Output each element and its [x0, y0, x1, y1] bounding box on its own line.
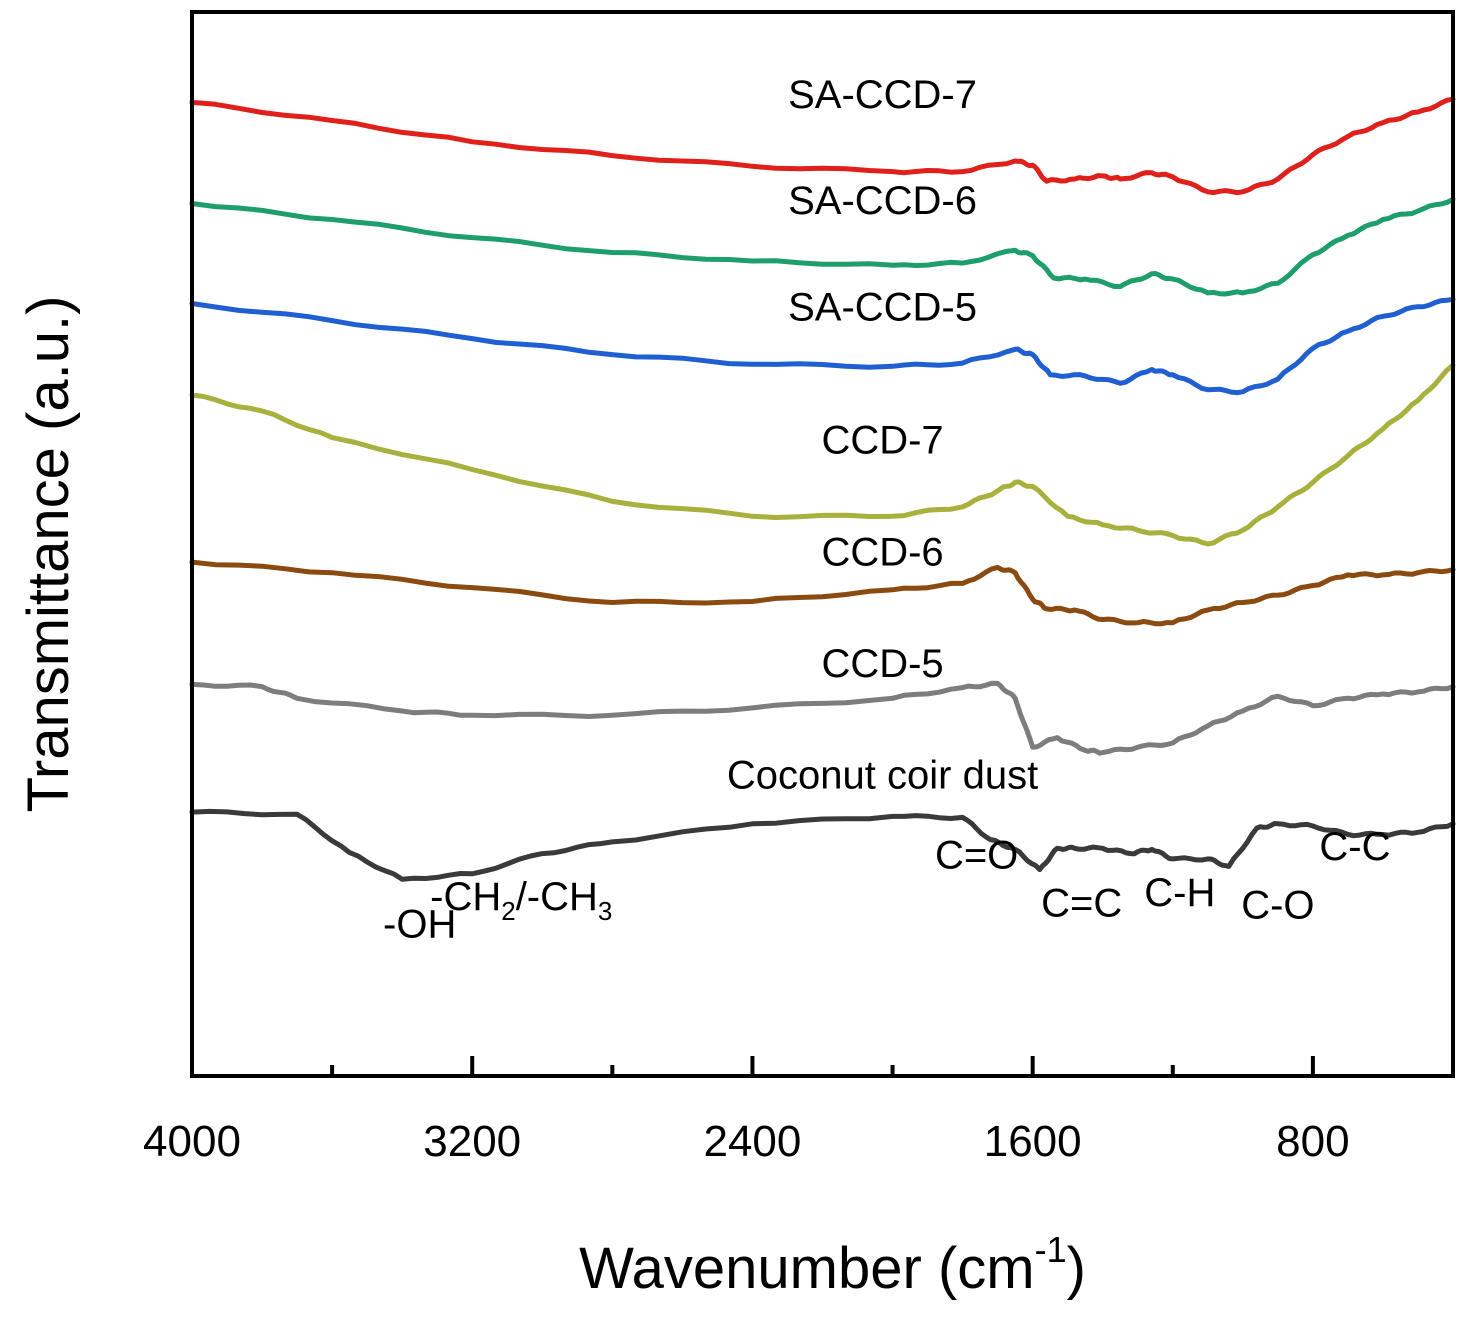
plot-frame — [190, 10, 1455, 1078]
y-axis-label: Transmittance (a.u.) — [16, 296, 81, 813]
series-label: SA-CCD-5 — [788, 286, 977, 330]
x-tick-label: 800 — [1276, 1117, 1349, 1166]
annotation-label: C-C — [1319, 825, 1390, 869]
x-tick-label: 4000 — [143, 1117, 241, 1166]
series-label: CCD-5 — [821, 642, 943, 686]
series-ccd-5 — [189, 680, 1456, 756]
annotation-label: C-O — [1241, 884, 1314, 928]
annotation-ch2-ch3: -CH2/-CH3 — [430, 875, 612, 926]
series-label: CCD-6 — [821, 530, 943, 574]
annotation-label: C-H — [1144, 871, 1215, 915]
x-axis-label: Wavenumber (cm-1) — [579, 1229, 1086, 1301]
x-tick-label: 3200 — [423, 1117, 521, 1166]
series-label: SA-CCD-7 — [788, 73, 977, 117]
series-coconut-coir-dust — [189, 808, 1456, 882]
series-ccd-6 — [189, 559, 1456, 627]
band-annotations: -CH2/-CH3 -OH C=O C=C C-H C-OC-C — [383, 825, 1390, 947]
series-ccd-7 — [189, 362, 1456, 547]
series-labels: SA-CCD-7 SA-CCD-6 SA-CCD-5 CCD-7 CCD-6 CCD-5 C… — [727, 73, 1038, 798]
x-tick-label: 1600 — [984, 1117, 1082, 1166]
series-label: Coconut coir dust — [727, 754, 1038, 798]
series-sa-ccd-7 — [189, 96, 1456, 196]
series-sa-ccd-5 — [189, 296, 1456, 396]
annotation-label: -OH — [383, 903, 456, 947]
series-label: CCD-7 — [821, 419, 943, 463]
series-label: SA-CCD-6 — [788, 179, 977, 223]
axes: 4000 3200 2400 1600 800 — [143, 10, 1455, 1166]
annotation-label: C=O — [935, 834, 1018, 878]
series-sa-ccd-6 — [189, 196, 1456, 297]
x-tick-label: 2400 — [703, 1117, 801, 1166]
spectra-curves — [189, 96, 1456, 882]
annotation-label: C=C — [1041, 881, 1122, 925]
